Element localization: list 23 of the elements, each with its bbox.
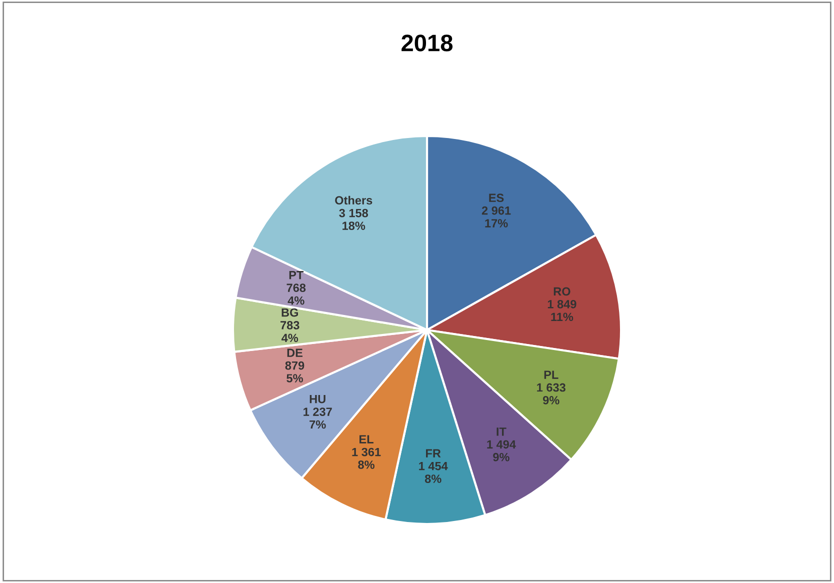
slice-label: PL <box>544 370 558 379</box>
slice-label: EL <box>360 435 374 444</box>
chart-title: 2018 <box>402 34 453 52</box>
slice-label: IT <box>496 428 506 436</box>
data-label: 768 4% <box>286 284 306 305</box>
data-label: 783 4% <box>280 321 300 342</box>
data-label: 2 961 17% <box>482 206 511 228</box>
data-label: 3 158 18% <box>339 208 368 230</box>
slice-label: FR <box>426 449 441 458</box>
data-label: 1 633 9% <box>537 383 566 404</box>
data-label: 879 5% <box>285 361 304 382</box>
slice-label: RO <box>554 287 570 296</box>
slice-label: Others <box>335 196 372 205</box>
data-label: 1 849 11% <box>548 300 576 322</box>
data-label: 1 494 9% <box>487 440 516 462</box>
slice-label: DE <box>287 348 302 357</box>
slice-label: HU <box>310 395 326 404</box>
data-label: 1 361 8% <box>352 448 381 469</box>
data-label: 1 454 8% <box>419 462 448 483</box>
slice-label: BG <box>282 308 298 317</box>
slice-label: PT <box>289 271 304 280</box>
slice-label: ES <box>489 194 504 202</box>
data-label: 1 237 7% <box>304 408 332 429</box>
